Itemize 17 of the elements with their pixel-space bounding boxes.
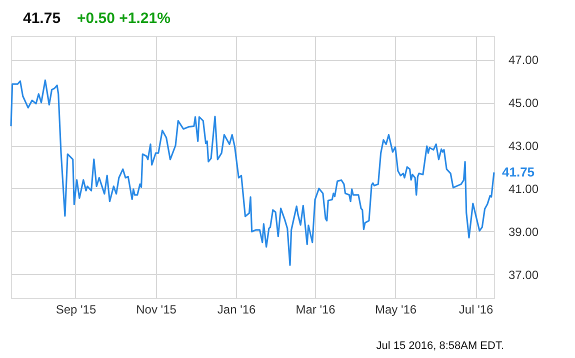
x-tick-label: Jan '16 <box>217 302 256 316</box>
x-tick-label: Nov '15 <box>136 302 177 316</box>
y-tick-label: 37.00 <box>508 268 539 282</box>
y-tick-label: 43.00 <box>508 139 539 154</box>
y-tick-label: 41.00 <box>508 182 539 196</box>
x-tick-label: Mar '16 <box>296 302 336 316</box>
x-tick-label: Sep '15 <box>56 302 96 316</box>
line-series <box>10 79 495 266</box>
y-tick-label: 45.00 <box>508 96 539 110</box>
x-tick-label: May '16 <box>374 302 417 316</box>
text: Jul 15 2016, 8:58AM EDT. <box>376 340 504 352</box>
x-tick-label: Jul '16 <box>458 302 494 316</box>
y-tick-label: 39.00 <box>508 224 539 239</box>
annotation: 41.75 <box>502 164 535 180</box>
y-tick-label: 47.00 <box>508 53 539 68</box>
chart-title: 41.75 <box>23 10 61 27</box>
chart-subtitle: +0.50 +1.21% <box>77 10 170 27</box>
